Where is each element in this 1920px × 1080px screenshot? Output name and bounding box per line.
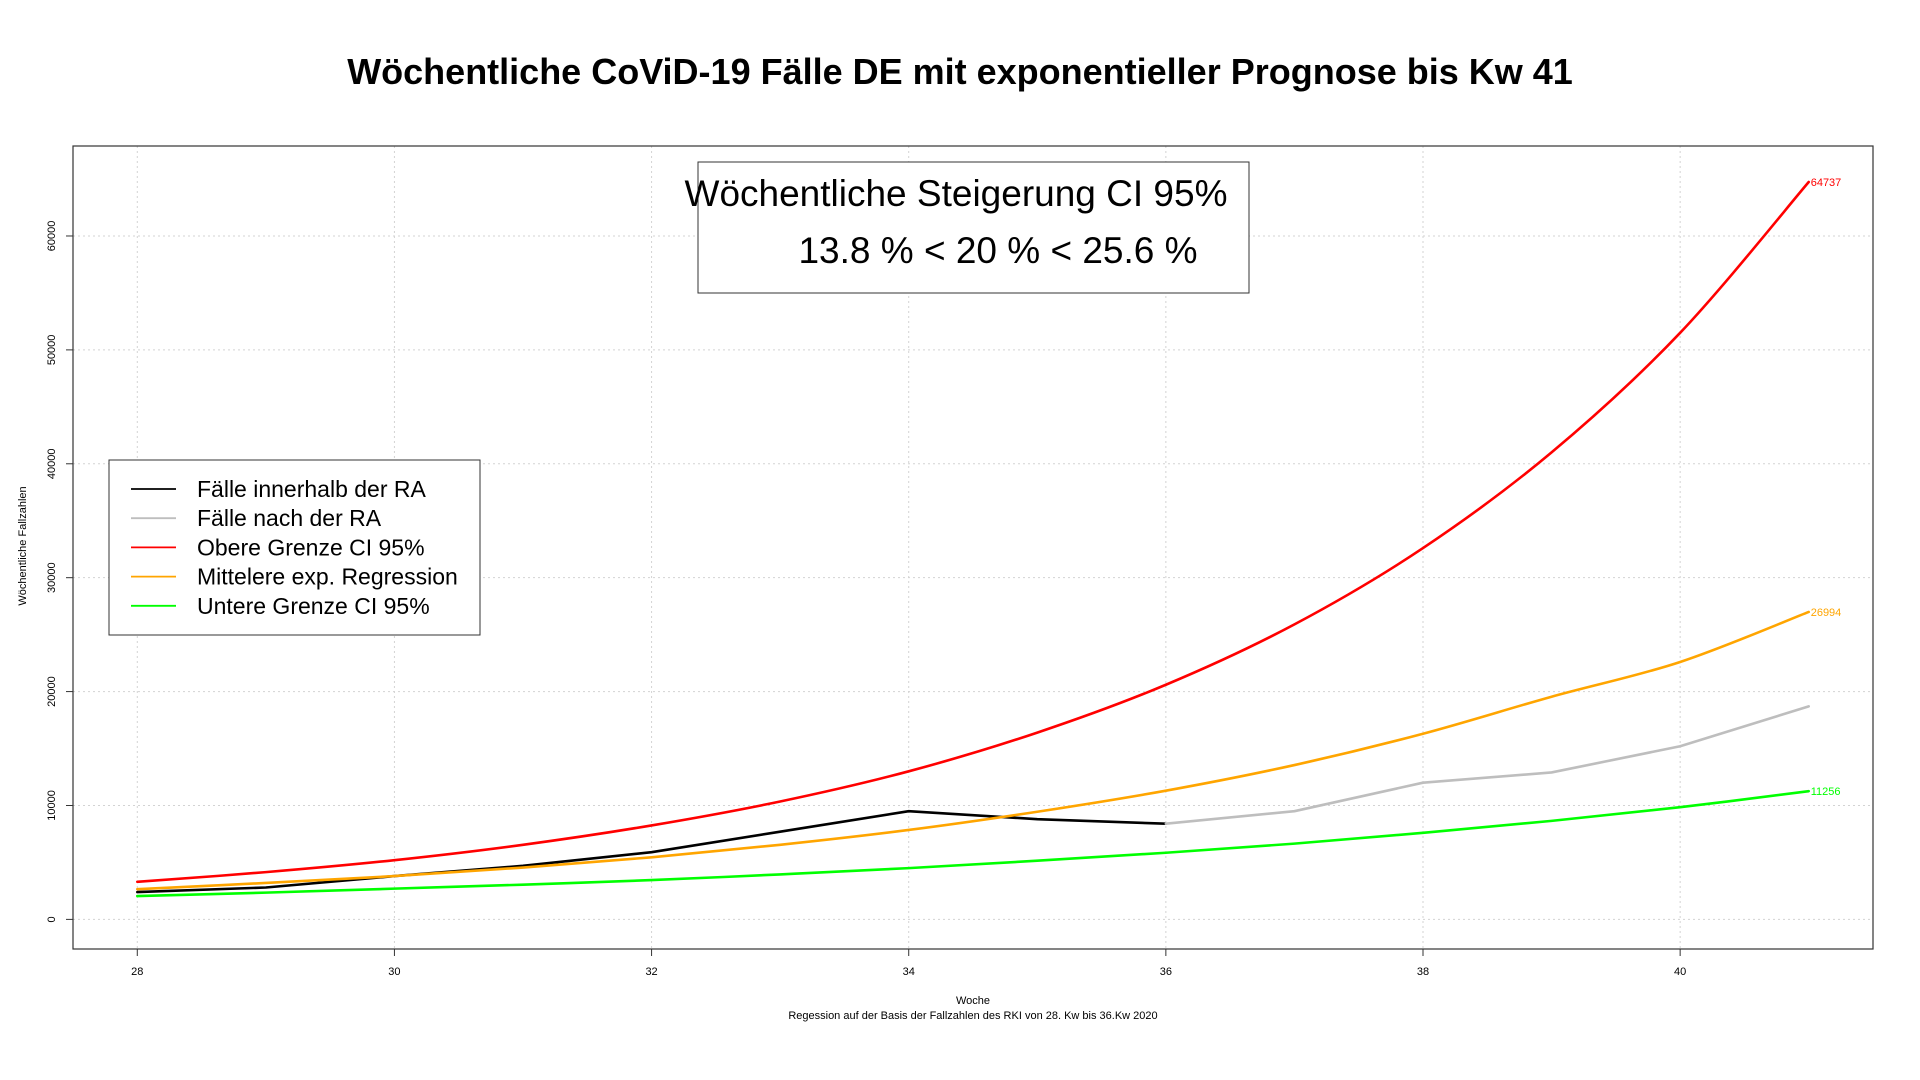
y-tick-label: 20000 [46, 676, 58, 707]
x-tick-label: 30 [388, 966, 400, 978]
series-group [135, 180, 1811, 898]
y-axis: 0 10000 20000 30000 40000 50000 60000 [46, 221, 74, 922]
y-axis-label: Wöchentliche Fallzahlen [17, 486, 29, 605]
x-axis-label: Woche [956, 995, 990, 1007]
series-line-cases-after-ra [1164, 705, 1811, 826]
series-line-upper-ci [135, 180, 1811, 884]
series-line-lower-ci [135, 789, 1811, 898]
legend-label: Fälle nach der RA [197, 505, 382, 531]
end-value-label: 64737 [1811, 177, 1842, 189]
chart-subtitle: Regession auf der Basis der Fallzahlen d… [788, 1010, 1157, 1022]
end-labels: 64737 26994 11256 [1811, 177, 1842, 798]
x-tick-label: 34 [903, 966, 915, 978]
legend-items: Fälle innerhalb der RA Fälle nach der RA O… [131, 476, 458, 619]
legend-label: Fälle innerhalb der RA [197, 476, 427, 502]
annotation-box: Wöchentliche Steigerung CI 95% 13.8 % < … [685, 161, 1250, 294]
x-tick-label: 36 [1160, 966, 1172, 978]
y-tick-label: 0 [46, 916, 58, 922]
series-line-mean-regression [135, 610, 1811, 891]
series-line-cases-within-ra [135, 809, 1168, 894]
legend-label: Untere Grenze CI 95% [197, 593, 430, 619]
x-axis: 28 30 32 34 36 38 40 [131, 948, 1686, 978]
annotation-frame [697, 161, 1250, 294]
y-tick-label: 10000 [46, 790, 58, 821]
y-tick-label: 40000 [46, 448, 58, 479]
y-tick-label: 30000 [46, 562, 58, 593]
x-tick-label: 40 [1674, 966, 1686, 978]
x-tick-label: 38 [1417, 966, 1429, 978]
y-tick-label: 50000 [46, 335, 58, 366]
x-tick-label: 32 [645, 966, 657, 978]
legend: Fälle innerhalb der RA Fälle nach der RA O… [108, 459, 481, 636]
legend-label: Obere Grenze CI 95% [197, 534, 425, 560]
chart-title: Wöchentliche CoViD-19 Fälle DE mit expon… [347, 51, 1573, 92]
legend-label: Mittelere exp. Regression [197, 564, 458, 590]
end-value-label: 11256 [1811, 786, 1841, 798]
x-tick-label: 28 [131, 966, 143, 978]
annotation-line2: 13.8 % < 20 % < 25.6 % [798, 230, 1197, 271]
y-tick-label: 60000 [46, 221, 58, 252]
end-value-label: 26994 [1811, 607, 1842, 619]
annotation-line1: Wöchentliche Steigerung CI 95% [685, 173, 1228, 214]
